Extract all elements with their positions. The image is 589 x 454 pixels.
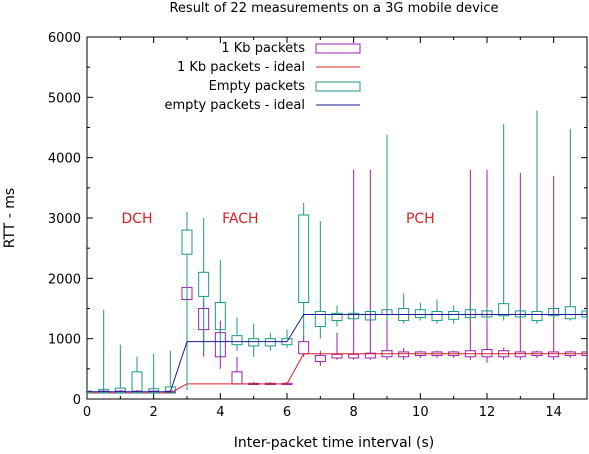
y-axis-title: RTT - ms [2,188,18,248]
ideal-line [87,314,587,393]
box-mark [264,338,276,347]
legend-label: empty packets - ideal [164,98,305,113]
y-tick-label: 6000 [48,31,81,46]
box-mark [564,306,576,320]
box-mark [514,310,526,318]
y-tick-label: 4000 [48,152,81,167]
region-annotations: DCH FACH PCH [121,211,434,227]
series-2 [87,110,587,394]
box-mark [364,311,376,321]
x-tick-label: 0 [83,405,91,420]
box-mark [481,349,493,358]
box-mark [364,352,376,359]
y-tick-label: 5000 [48,91,81,106]
legend: 1 Kb packets 1 Kb packets - ideal Empty pa… [164,41,361,113]
series-3 [87,314,587,393]
legend-swatch-box [315,43,361,54]
box-mark [214,301,226,331]
box-mark [164,386,176,393]
x-tick-label: 10 [412,405,429,420]
box-mark [131,371,143,394]
box-mark [398,351,410,358]
y-tick-label: 3000 [48,212,81,227]
legend-label: 1 Kb packets - ideal [177,60,305,75]
y-tick-label: 1000 [48,333,81,348]
axis-ticks: 0 2 4 6 8 10 12 14 0 1000 2000 3000 4000 5000 6000 [48,31,588,420]
y-tick-label: 2000 [48,272,81,287]
series-0 [87,169,587,394]
box-mark [231,335,243,346]
box-mark [298,341,310,355]
x-tick-label: 8 [350,405,358,420]
box-mark [314,355,326,363]
region-label: PCH [406,211,435,227]
series-layer [87,110,587,394]
box-mark [231,371,243,385]
x-tick-label: 2 [150,405,158,420]
legend-label: Empty packets [209,79,306,94]
box-mark [148,388,160,394]
box-mark [114,387,126,394]
legend-swatch-box [315,81,361,92]
legend-label: 1 Kb packets [221,41,305,56]
box-mark [548,308,560,317]
x-tick-label: 14 [545,405,562,420]
chart-title: Result of 22 measurements on a 3G mobile… [169,1,498,16]
x-axis-title: Inter-packet time interval (s) [234,435,434,451]
box-mark [348,353,360,359]
region-label: DCH [121,211,152,227]
box-mark [331,353,343,359]
box-mark [348,312,360,320]
box-mark [431,311,443,322]
y-tick-label: 0 [73,393,81,408]
box-mark [581,310,587,318]
box-mark [448,311,460,320]
box-mark [331,312,343,322]
region-label: FACH [222,211,258,227]
box-mark [314,311,326,328]
box-mark [498,303,510,317]
box-mark [298,214,310,303]
box-mark [98,388,110,394]
x-tick-label: 4 [216,405,224,420]
x-tick-label: 6 [283,405,291,420]
box-mark [514,351,526,358]
box-mark [531,311,543,322]
box-mark [414,309,426,319]
box-mark [481,310,493,318]
box-mark [548,351,560,358]
x-tick-label: 12 [479,405,496,420]
box-mark [181,229,193,255]
box-mark [464,309,476,319]
plot-area: 0 2 4 6 8 10 12 14 0 1000 2000 3000 4000 5000 6000 DCH… [48,31,588,420]
box-mark [198,271,210,297]
box-mark [248,338,260,347]
